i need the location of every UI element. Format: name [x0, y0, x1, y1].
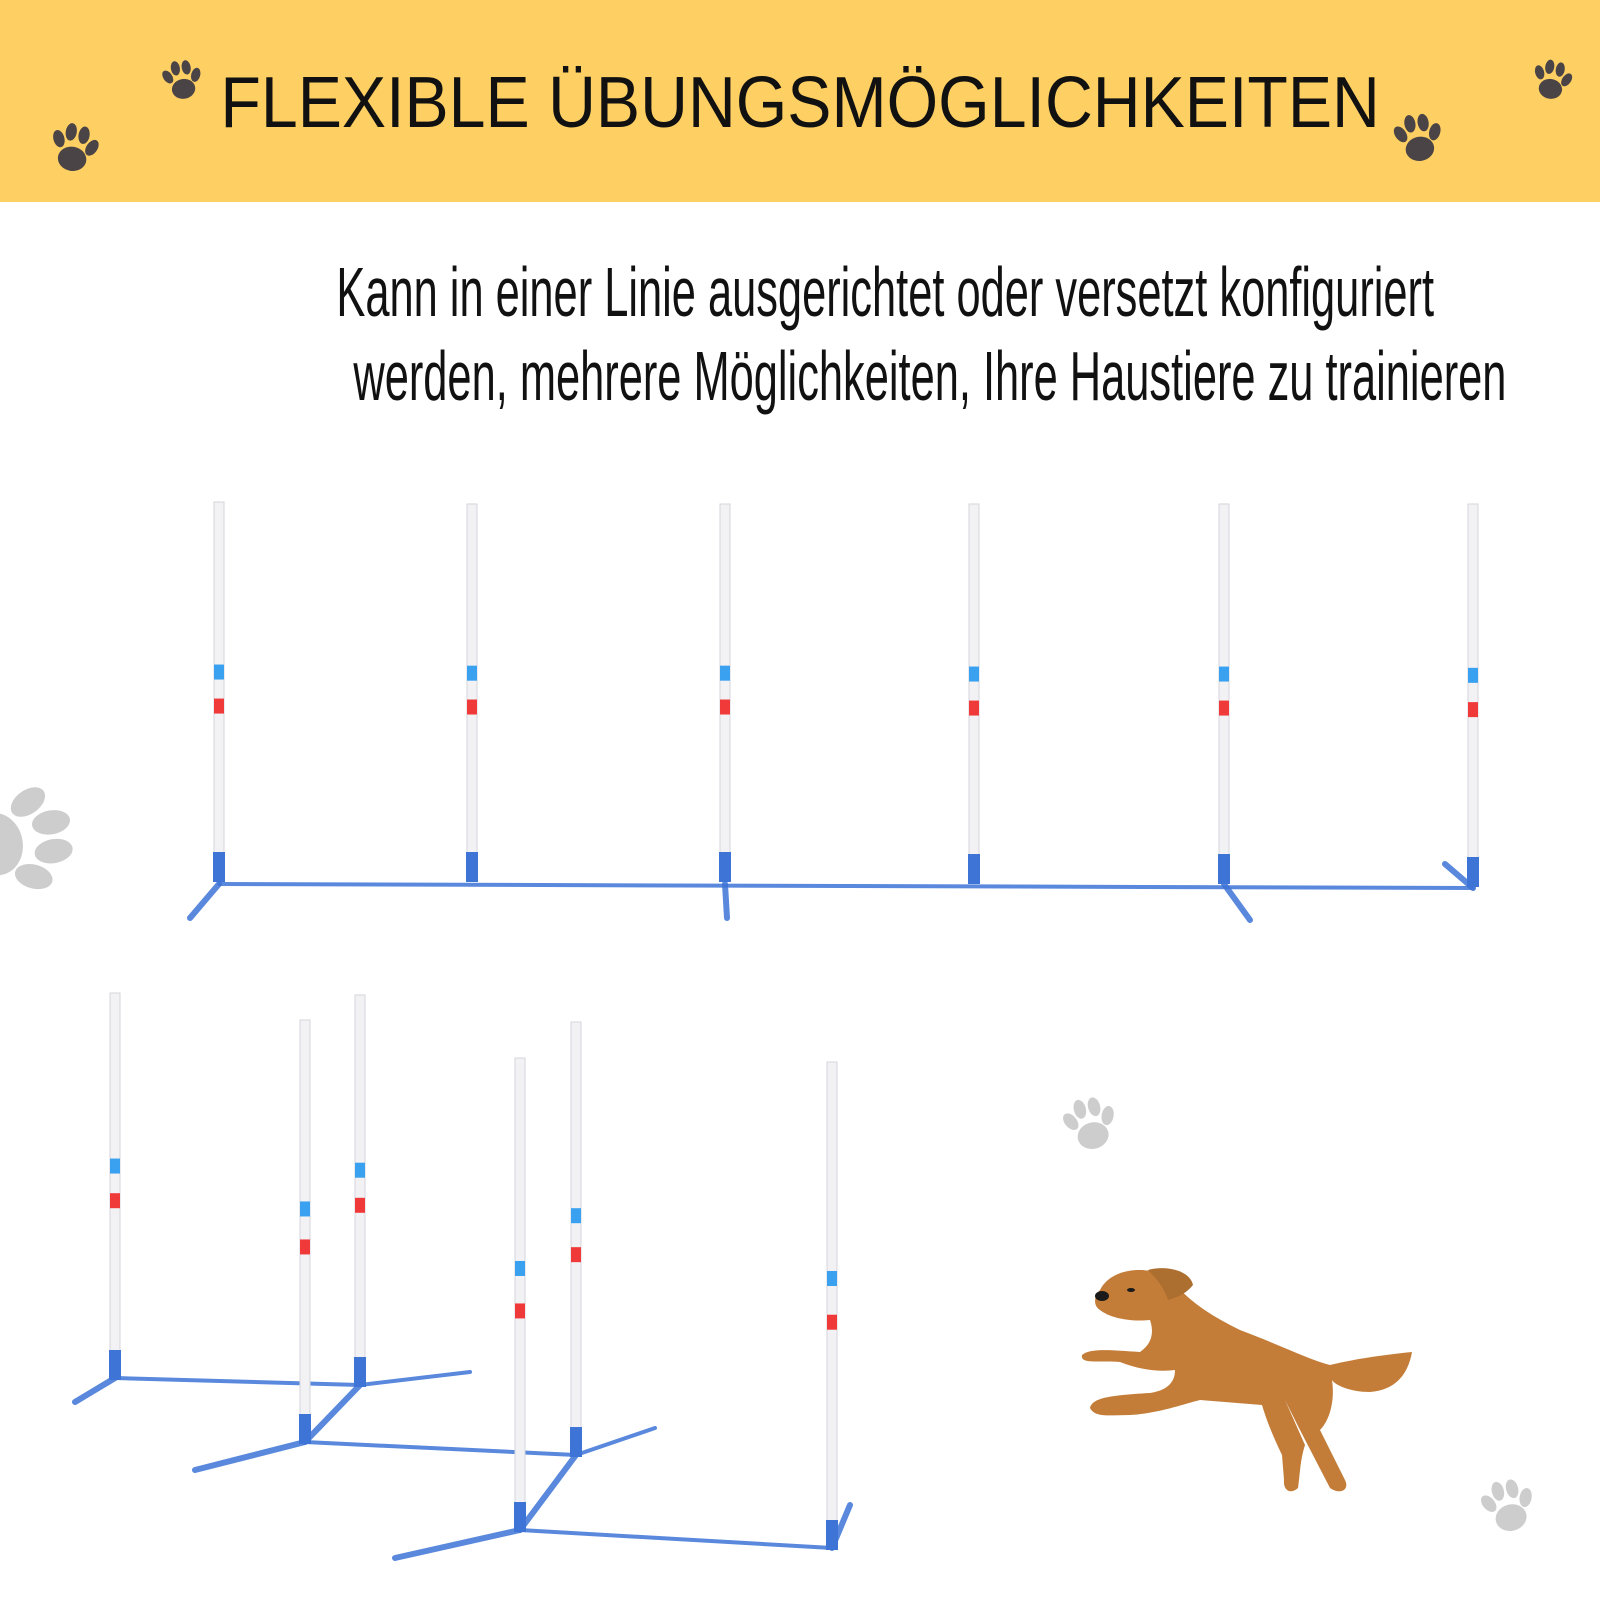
base-bar — [302, 1382, 363, 1445]
dog-illustration — [1081, 1268, 1412, 1492]
weave-pole — [1218, 503, 1230, 883]
pole-band-blue — [467, 665, 477, 681]
weave-pole — [299, 1019, 311, 1443]
weave-pole — [514, 1057, 526, 1531]
pole-band-red — [467, 699, 477, 715]
pole-base-socket — [354, 1357, 366, 1387]
pole-band-blue — [300, 1201, 310, 1217]
pole-band-blue — [1468, 667, 1478, 683]
base-bar — [518, 1528, 834, 1550]
pole-band-blue — [515, 1260, 525, 1276]
paw-icon — [1056, 1091, 1125, 1156]
pole-band-blue — [1219, 666, 1229, 682]
pole-base-socket — [1467, 857, 1479, 887]
paw-icon — [0, 776, 82, 906]
base-bar — [722, 881, 730, 921]
weave-pole — [109, 992, 121, 1379]
pole-band-red — [110, 1193, 120, 1209]
pole-bases — [72, 861, 1476, 1561]
pole-band-red — [214, 698, 224, 714]
pole-band-red — [827, 1314, 837, 1330]
base-bar — [517, 1452, 579, 1533]
pole-band-red — [1468, 702, 1478, 718]
pole-band-red — [515, 1303, 525, 1319]
pole-band-blue — [110, 1158, 120, 1174]
pole-band-red — [969, 700, 979, 716]
pole-base-socket — [299, 1414, 311, 1444]
description-line-1: Kann in einer Linie ausgerichtet oder ve… — [0, 252, 1600, 332]
header-banner — [0, 0, 1600, 202]
base-bar — [392, 1527, 523, 1561]
pole-band-blue — [571, 1208, 581, 1224]
weave-pole — [1467, 503, 1479, 886]
description-line-2: werden, mehrere Möglichkeiten, Ihre Haus… — [0, 336, 1600, 416]
description-text-1: Kann in einer Linie ausgerichtet oder ve… — [336, 253, 1435, 331]
pole-band-blue — [827, 1270, 837, 1286]
base-bar — [574, 1426, 657, 1457]
pole-base-socket — [826, 1520, 838, 1550]
pole-base-socket — [514, 1502, 526, 1532]
weave-pole — [354, 994, 366, 1386]
weave-pole — [826, 1061, 838, 1549]
base-bar — [1221, 881, 1253, 923]
weave-pole — [968, 503, 980, 883]
page-title-text: FLEXIBLE ÜBUNGSMÖGLICHKEITEN — [220, 63, 1380, 143]
pole-base-socket — [968, 854, 980, 884]
pole-base-socket — [466, 852, 478, 882]
base-bar — [187, 881, 222, 921]
pole-band-blue — [969, 666, 979, 682]
page-title: FLEXIBLE ÜBUNGSMÖGLICHKEITEN — [0, 62, 1600, 144]
pole-base-socket — [570, 1427, 582, 1457]
pole-band-red — [571, 1247, 581, 1263]
description-text-2: werden, mehrere Möglichkeiten, Ihre Haus… — [353, 337, 1507, 415]
base-bar — [72, 1375, 118, 1405]
pole-band-red — [355, 1197, 365, 1213]
base-bar — [217, 882, 1475, 890]
pole-band-blue — [214, 664, 224, 680]
weave-pole — [213, 501, 225, 881]
pole-base-socket — [719, 852, 731, 882]
weave-pole — [466, 503, 478, 881]
base-bar — [303, 1440, 578, 1457]
pole-band-red — [720, 699, 730, 715]
pole-base-socket — [1218, 854, 1230, 884]
pole-base-socket — [109, 1350, 121, 1380]
pole-band-red — [300, 1239, 310, 1255]
pole-band-red — [1219, 700, 1229, 716]
pole-band-blue — [355, 1162, 365, 1178]
base-bar — [192, 1439, 308, 1473]
base-bar — [113, 1376, 362, 1387]
pole-base-socket — [213, 852, 225, 882]
pole-band-blue — [720, 665, 730, 681]
weave-pole — [570, 1021, 582, 1456]
weave-pole — [719, 503, 731, 881]
weave-poles — [109, 501, 1479, 1550]
base-bar — [358, 1370, 472, 1387]
paw-icon — [1474, 1473, 1543, 1538]
